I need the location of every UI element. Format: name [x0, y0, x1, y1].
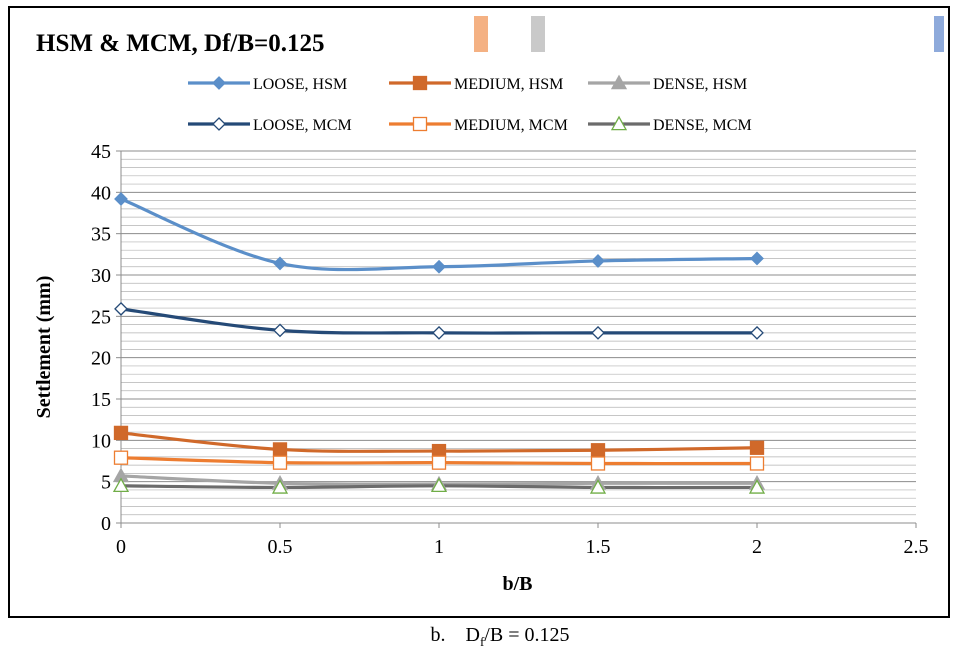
y-tick-label: 35 — [91, 224, 111, 246]
data-point-s5 — [431, 455, 447, 470]
y-tick-label: 5 — [101, 472, 111, 494]
data-point-s2 — [272, 442, 288, 457]
data-point-s1 — [273, 256, 287, 271]
decorative-gray-block — [531, 16, 545, 52]
data-point-s1 — [114, 192, 128, 206]
legend-marker — [412, 75, 428, 91]
data-point-s5 — [590, 456, 606, 471]
decorative-blue-block — [934, 16, 944, 52]
data-point-s6 — [112, 477, 130, 493]
series-line-1 — [120, 197, 758, 272]
caption-rest: /B = 0.125 — [484, 624, 570, 646]
legend-marker — [610, 74, 628, 90]
legend-label: DENSE, MCM — [653, 117, 752, 134]
data-point-s4 — [114, 301, 128, 316]
x-tick-label: 0 — [116, 536, 126, 558]
data-point-s4 — [432, 325, 446, 340]
data-point-s2 — [590, 443, 606, 458]
data-point-s6 — [271, 479, 289, 494]
legend-label: DENSE, HSM — [653, 76, 747, 93]
legend-marker — [212, 76, 226, 90]
decorative-orange-block — [474, 16, 488, 52]
data-point-s4 — [591, 325, 605, 340]
y-tick-label: 40 — [91, 182, 111, 204]
legend-label: LOOSE, MCM — [253, 117, 352, 134]
data-point-s1 — [750, 251, 764, 266]
legend-label: LOOSE, HSM — [253, 76, 347, 93]
x-tick-label: 2 — [752, 536, 762, 558]
y-tick-label: 45 — [91, 141, 111, 163]
legend-marker — [610, 115, 628, 131]
y-tick-label: 0 — [101, 513, 111, 535]
y-tick-label: 30 — [91, 265, 111, 287]
y-tick-label: 15 — [91, 389, 111, 411]
legend-label: MEDIUM, MCM — [454, 117, 568, 134]
legend-marker — [212, 117, 226, 131]
legend-marker — [412, 116, 428, 132]
data-point-s5 — [272, 455, 288, 470]
x-tick-label: 0.5 — [268, 536, 293, 558]
caption-d: D — [465, 624, 480, 646]
chart-frame: HSM & MCM, Df/B=0.125 0 5 10 15 20 25 30 35 40 45 0… — [8, 6, 950, 618]
x-axis-label: b/B — [502, 573, 532, 595]
legend-label: MEDIUM, HSM — [454, 76, 563, 93]
figure-caption: b. Df/B = 0.125 — [0, 624, 972, 650]
data-point-s6 — [748, 479, 766, 494]
data-point-s5 — [113, 450, 129, 465]
data-point-s1 — [591, 254, 605, 268]
data-point-s2 — [113, 425, 129, 441]
data-point-s2 — [749, 440, 765, 455]
x-tick-label: 1 — [434, 536, 444, 558]
y-tick-label: 20 — [91, 348, 111, 370]
chart-title: HSM & MCM, Df/B=0.125 — [36, 30, 325, 57]
data-point-s6 — [589, 479, 607, 494]
y-tick-label: 25 — [91, 306, 111, 328]
data-point-s4 — [273, 323, 287, 338]
data-point-s1 — [432, 259, 446, 274]
x-tick-label: 2.5 — [904, 536, 929, 558]
x-tick-label: 1.5 — [586, 536, 611, 558]
caption-prefix: b. — [430, 624, 446, 646]
chart-canvas: HSM & MCM, Df/B=0.1250510152025303540450… — [33, 30, 929, 595]
data-point-s4 — [750, 325, 764, 340]
data-point-s6 — [430, 477, 448, 493]
data-point-s5 — [749, 456, 765, 471]
y-axis-label: Settlement (mm) — [33, 276, 55, 419]
y-tick-label: 10 — [91, 430, 111, 452]
caption-subscript: f — [479, 634, 485, 649]
